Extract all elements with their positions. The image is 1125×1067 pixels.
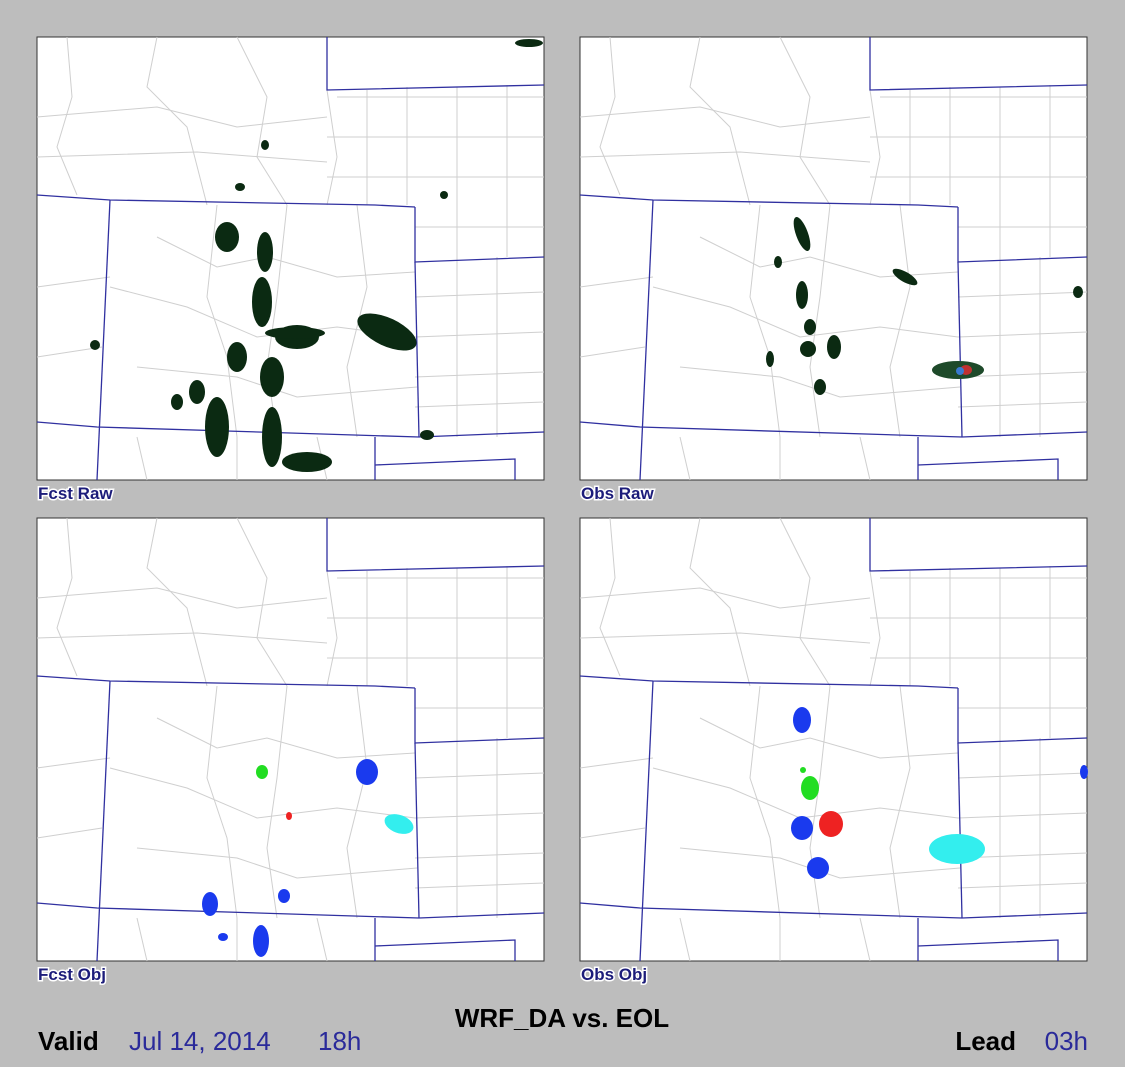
title: WRF_DA vs. EOL: [455, 1003, 669, 1033]
valid-date: Jul 14, 2014: [129, 1026, 271, 1056]
panel-obs-raw: [579, 36, 1088, 481]
lead-time: 03h: [1045, 1026, 1088, 1056]
panel-fcst-raw: [36, 36, 545, 481]
panel-label: Fcst Obj: [38, 965, 106, 984]
panel-label: Obs Raw: [581, 484, 655, 503]
panel-obs-obj: [579, 517, 1088, 962]
lead-label: Lead: [955, 1026, 1016, 1056]
valid-label: Valid: [38, 1026, 99, 1056]
panel-fcst-obj: [36, 517, 545, 962]
panel-label: Fcst Raw: [38, 484, 113, 503]
valid-hour: 18h: [318, 1026, 361, 1056]
panel-label: Obs Obj: [581, 965, 647, 984]
